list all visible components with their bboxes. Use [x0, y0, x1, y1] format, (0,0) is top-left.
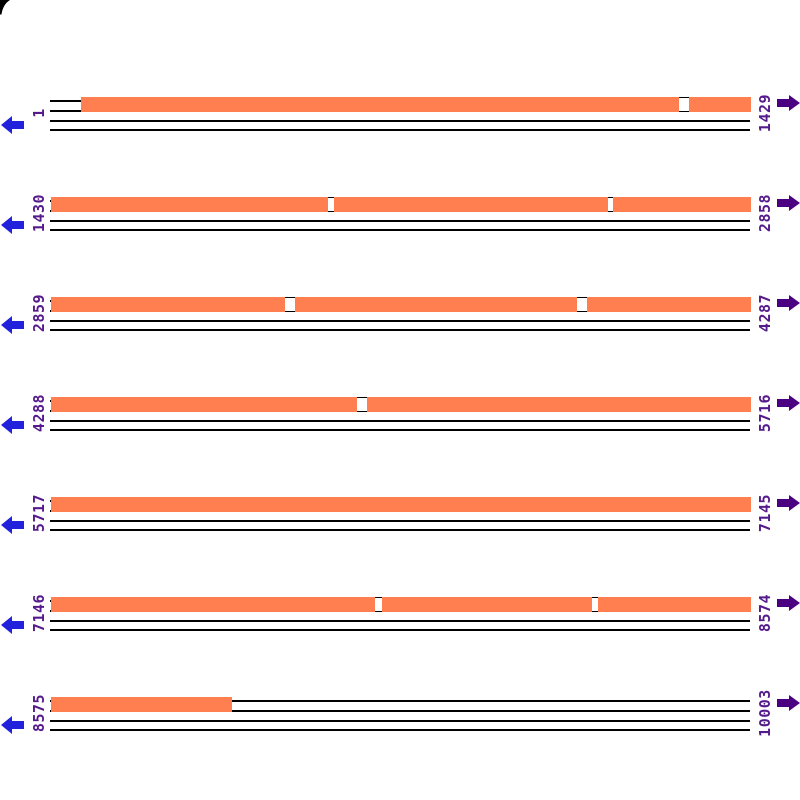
strand-line	[50, 710, 750, 712]
strand-line	[50, 520, 750, 522]
strand-line	[50, 729, 750, 731]
alignment-row: 7146 8574	[0, 575, 800, 641]
alignment-row: 1430 2858	[0, 175, 800, 241]
coverage-gap	[328, 197, 334, 212]
right-coordinate-label: 1429	[756, 93, 774, 133]
coverage-gap	[679, 97, 689, 112]
right-coordinate-label: 4287	[756, 293, 774, 333]
alignment-row: 4288 5716	[0, 375, 800, 441]
strand-line	[50, 420, 750, 422]
strand-line	[50, 429, 750, 431]
alignment-row: 5717 7145	[0, 475, 800, 541]
strand-line	[50, 320, 750, 322]
coverage-gap	[285, 297, 295, 312]
forward-strand-right-arrow-icon[interactable]	[777, 494, 800, 512]
reverse-strand-left-arrow-icon[interactable]	[1, 715, 24, 735]
right-coordinate-label: 10003	[756, 689, 774, 737]
reverse-strand-left-arrow-icon[interactable]	[1, 215, 24, 235]
alignment-coverage-bar	[51, 197, 751, 212]
forward-strand-right-arrow-icon[interactable]	[777, 194, 800, 212]
right-coordinate-label: 7145	[756, 493, 774, 533]
left-coordinate-label: 1430	[30, 193, 48, 233]
alignment-row: 1 1429	[0, 75, 800, 141]
forward-strand-right-arrow-icon[interactable]	[777, 394, 800, 412]
forward-strand-right-arrow-icon[interactable]	[777, 594, 800, 612]
strand-line	[50, 129, 750, 131]
alignment-coverage-bar	[51, 697, 232, 712]
coverage-gap	[592, 597, 598, 612]
reverse-strand-left-arrow-icon[interactable]	[1, 515, 24, 535]
right-coordinate-label: 8574	[756, 593, 774, 633]
alignment-coverage-bar	[51, 297, 751, 312]
reverse-strand-left-arrow-icon[interactable]	[1, 415, 24, 435]
reverse-strand-left-arrow-icon[interactable]	[1, 115, 24, 135]
forward-strand-right-arrow-icon[interactable]	[777, 294, 800, 312]
strand-line	[50, 229, 750, 231]
left-coordinate-label: 1	[30, 108, 48, 118]
strand-line	[50, 720, 750, 722]
coverage-gap	[577, 297, 587, 312]
left-coordinate-label: 5717	[30, 493, 48, 533]
strand-line	[50, 629, 750, 631]
left-coordinate-label: 7146	[30, 593, 48, 633]
forward-strand-right-arrow-icon[interactable]	[777, 94, 800, 112]
coverage-gap	[608, 197, 613, 212]
alignment-row: 8575 10003	[0, 675, 800, 741]
strand-line	[50, 620, 750, 622]
coverage-gap	[357, 397, 367, 412]
reverse-strand-left-arrow-icon[interactable]	[1, 315, 24, 335]
left-coordinate-label: 8575	[30, 693, 48, 733]
alignment-coverage-bar	[51, 497, 751, 512]
alignment-row: 2859 4287	[0, 275, 800, 341]
right-coordinate-label: 2858	[756, 193, 774, 233]
right-coordinate-label: 5716	[756, 393, 774, 433]
strand-line	[50, 329, 750, 331]
strand-line	[50, 220, 750, 222]
coverage-gap	[375, 597, 382, 612]
alignment-coverage-bar	[51, 597, 751, 612]
alignment-coverage-bar	[51, 397, 751, 412]
alignment-coverage-bar	[81, 97, 751, 112]
left-coordinate-label: 4288	[30, 393, 48, 433]
left-coordinate-label: 2859	[30, 293, 48, 333]
forward-strand-right-arrow-icon[interactable]	[777, 694, 800, 712]
strand-line	[50, 120, 750, 122]
corner-glyph-fragment-icon	[0, 0, 10, 15]
strand-line	[50, 700, 750, 702]
reverse-strand-left-arrow-icon[interactable]	[1, 615, 24, 635]
strand-line	[50, 529, 750, 531]
